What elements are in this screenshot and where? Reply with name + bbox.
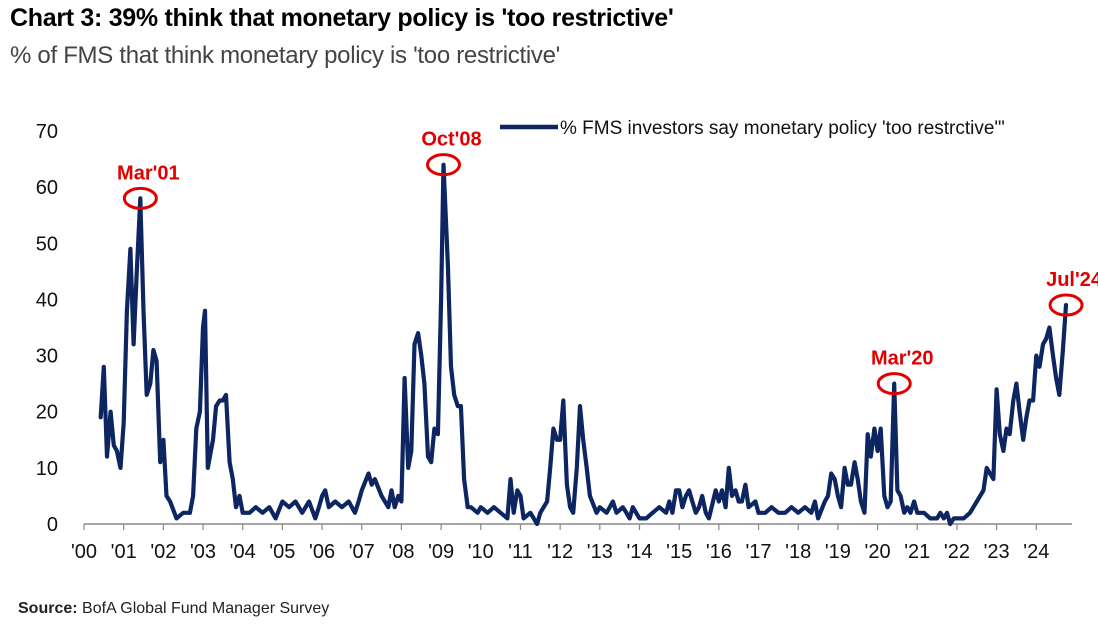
annotation-label: Oct'08: [421, 129, 481, 151]
x-tick-label: '04: [230, 541, 256, 563]
annotation-circle: [1048, 293, 1084, 317]
x-tick-label: '09: [428, 541, 454, 563]
y-tick-label: 20: [36, 402, 58, 424]
y-tick-label: 30: [36, 346, 58, 368]
y-tick-label: 70: [36, 121, 58, 143]
x-tick-label: '18: [785, 541, 811, 563]
x-tick-label: '11: [508, 541, 533, 563]
x-tick-label: '17: [745, 541, 771, 563]
x-tick-label: '01: [111, 541, 137, 563]
source-text: BofA Global Fund Manager Survey: [82, 600, 330, 617]
x-tick-label: '24: [1023, 541, 1049, 563]
x-tick-label: '02: [150, 541, 176, 563]
annotation-circle: [122, 186, 158, 210]
x-tick-label: '08: [388, 541, 414, 563]
x-tick-label: '10: [468, 541, 494, 563]
x-tick-label: '22: [944, 541, 970, 563]
chart-subtitle: % of FMS that think monetary policy is '…: [10, 42, 560, 69]
x-tick-label: '19: [825, 541, 851, 563]
annotation-circle: [876, 372, 912, 396]
y-tick-label: 50: [36, 233, 58, 255]
chart-title: Chart 3: 39% think that monetary policy …: [10, 4, 674, 32]
x-tick-label: '00: [71, 541, 97, 563]
x-tick-label: '13: [587, 541, 613, 563]
y-tick-label: 10: [36, 458, 58, 480]
y-tick-label: 40: [36, 289, 58, 311]
source-note: Source: BofA Global Fund Manager Survey: [18, 600, 329, 618]
x-tick-label: '15: [666, 541, 692, 563]
x-tick-label: '14: [626, 541, 652, 563]
annotation-circle: [425, 153, 461, 177]
x-tick-label: '16: [706, 541, 732, 563]
x-tick-label: '06: [309, 541, 335, 563]
annotations: Mar'01 Oct'08 Mar'20 Jul'24: [117, 129, 1098, 396]
x-tick-label: '07: [349, 541, 375, 563]
x-tick-label: '23: [984, 541, 1010, 563]
x-tick-label: '03: [190, 541, 216, 563]
source-label: Source:: [18, 600, 78, 617]
y-axis: 0 10 20 30 40 50 60 70: [36, 121, 58, 536]
annotation-label: Mar'20: [871, 348, 934, 370]
x-tick-label: '21: [904, 541, 930, 563]
legend-label: % FMS investors say monetary policy 'too…: [560, 118, 1005, 139]
annotation-label: Jul'24: [1046, 269, 1098, 291]
x-axis: '00 '01 '02 '03 '04 '05 '06 '07 '08 '09 '10 '11 '12 '…: [71, 523, 1072, 563]
x-tick-label: '05: [269, 541, 295, 563]
legend: % FMS investors say monetary policy 'too…: [500, 118, 1005, 139]
series-line: [98, 162, 1069, 527]
y-tick-label: 60: [36, 177, 58, 199]
annotation-label: Mar'01: [117, 162, 180, 184]
y-tick-label: 0: [47, 514, 58, 536]
x-tick-label: '12: [547, 541, 573, 563]
x-tick-label: '20: [865, 541, 891, 563]
series-group: [98, 162, 1069, 527]
